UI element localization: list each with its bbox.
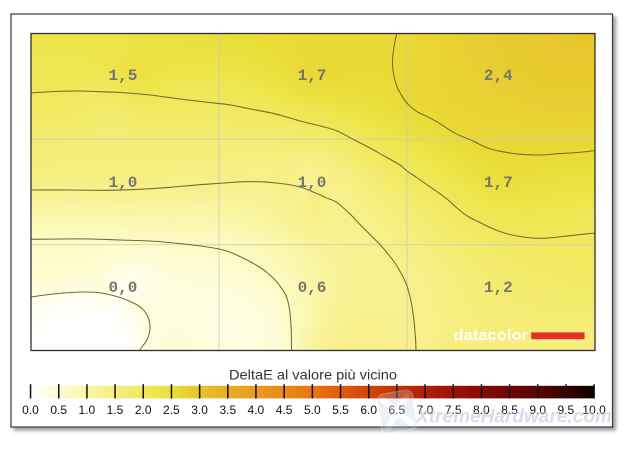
svg-text:1.5: 1.5 — [107, 403, 124, 417]
svg-text:1,0: 1,0 — [298, 174, 327, 192]
svg-text:datacolor: datacolor — [454, 328, 529, 344]
svg-text:1.0: 1.0 — [79, 403, 96, 417]
svg-text:2,4: 2,4 — [484, 67, 513, 85]
svg-text:9.5: 9.5 — [558, 403, 575, 417]
svg-text:5.5: 5.5 — [332, 403, 349, 417]
svg-text:7.5: 7.5 — [445, 403, 462, 417]
svg-text:1,7: 1,7 — [484, 174, 513, 192]
svg-text:3.5: 3.5 — [219, 403, 236, 417]
svg-text:1,7: 1,7 — [298, 67, 327, 85]
svg-text:1,2: 1,2 — [484, 279, 513, 297]
svg-text:4.5: 4.5 — [276, 403, 293, 417]
svg-text:6.0: 6.0 — [360, 403, 377, 417]
svg-text:XtremeHardware.com: XtremeHardware.com — [415, 406, 612, 428]
svg-text:7.0: 7.0 — [417, 403, 434, 417]
svg-text:9.0: 9.0 — [529, 403, 546, 417]
svg-text:2.0: 2.0 — [135, 403, 152, 417]
svg-text:1,5: 1,5 — [108, 67, 137, 85]
svg-text:0,6: 0,6 — [298, 279, 327, 297]
svg-text:8.5: 8.5 — [501, 403, 518, 417]
svg-text:0.0: 0.0 — [22, 403, 39, 417]
svg-text:2.5: 2.5 — [163, 403, 180, 417]
svg-text:DeltaE al valore più vicino: DeltaE al valore più vicino — [229, 367, 397, 383]
svg-text:0.5: 0.5 — [50, 403, 67, 417]
svg-text:4.0: 4.0 — [248, 403, 265, 417]
svg-text:10.0: 10.0 — [582, 403, 606, 417]
svg-text:5.0: 5.0 — [304, 403, 321, 417]
svg-text:1,0: 1,0 — [108, 174, 137, 192]
svg-text:3.0: 3.0 — [191, 403, 208, 417]
svg-text:6.5: 6.5 — [388, 403, 405, 417]
svg-text:8.0: 8.0 — [473, 403, 490, 417]
svg-text:0,0: 0,0 — [108, 279, 137, 297]
